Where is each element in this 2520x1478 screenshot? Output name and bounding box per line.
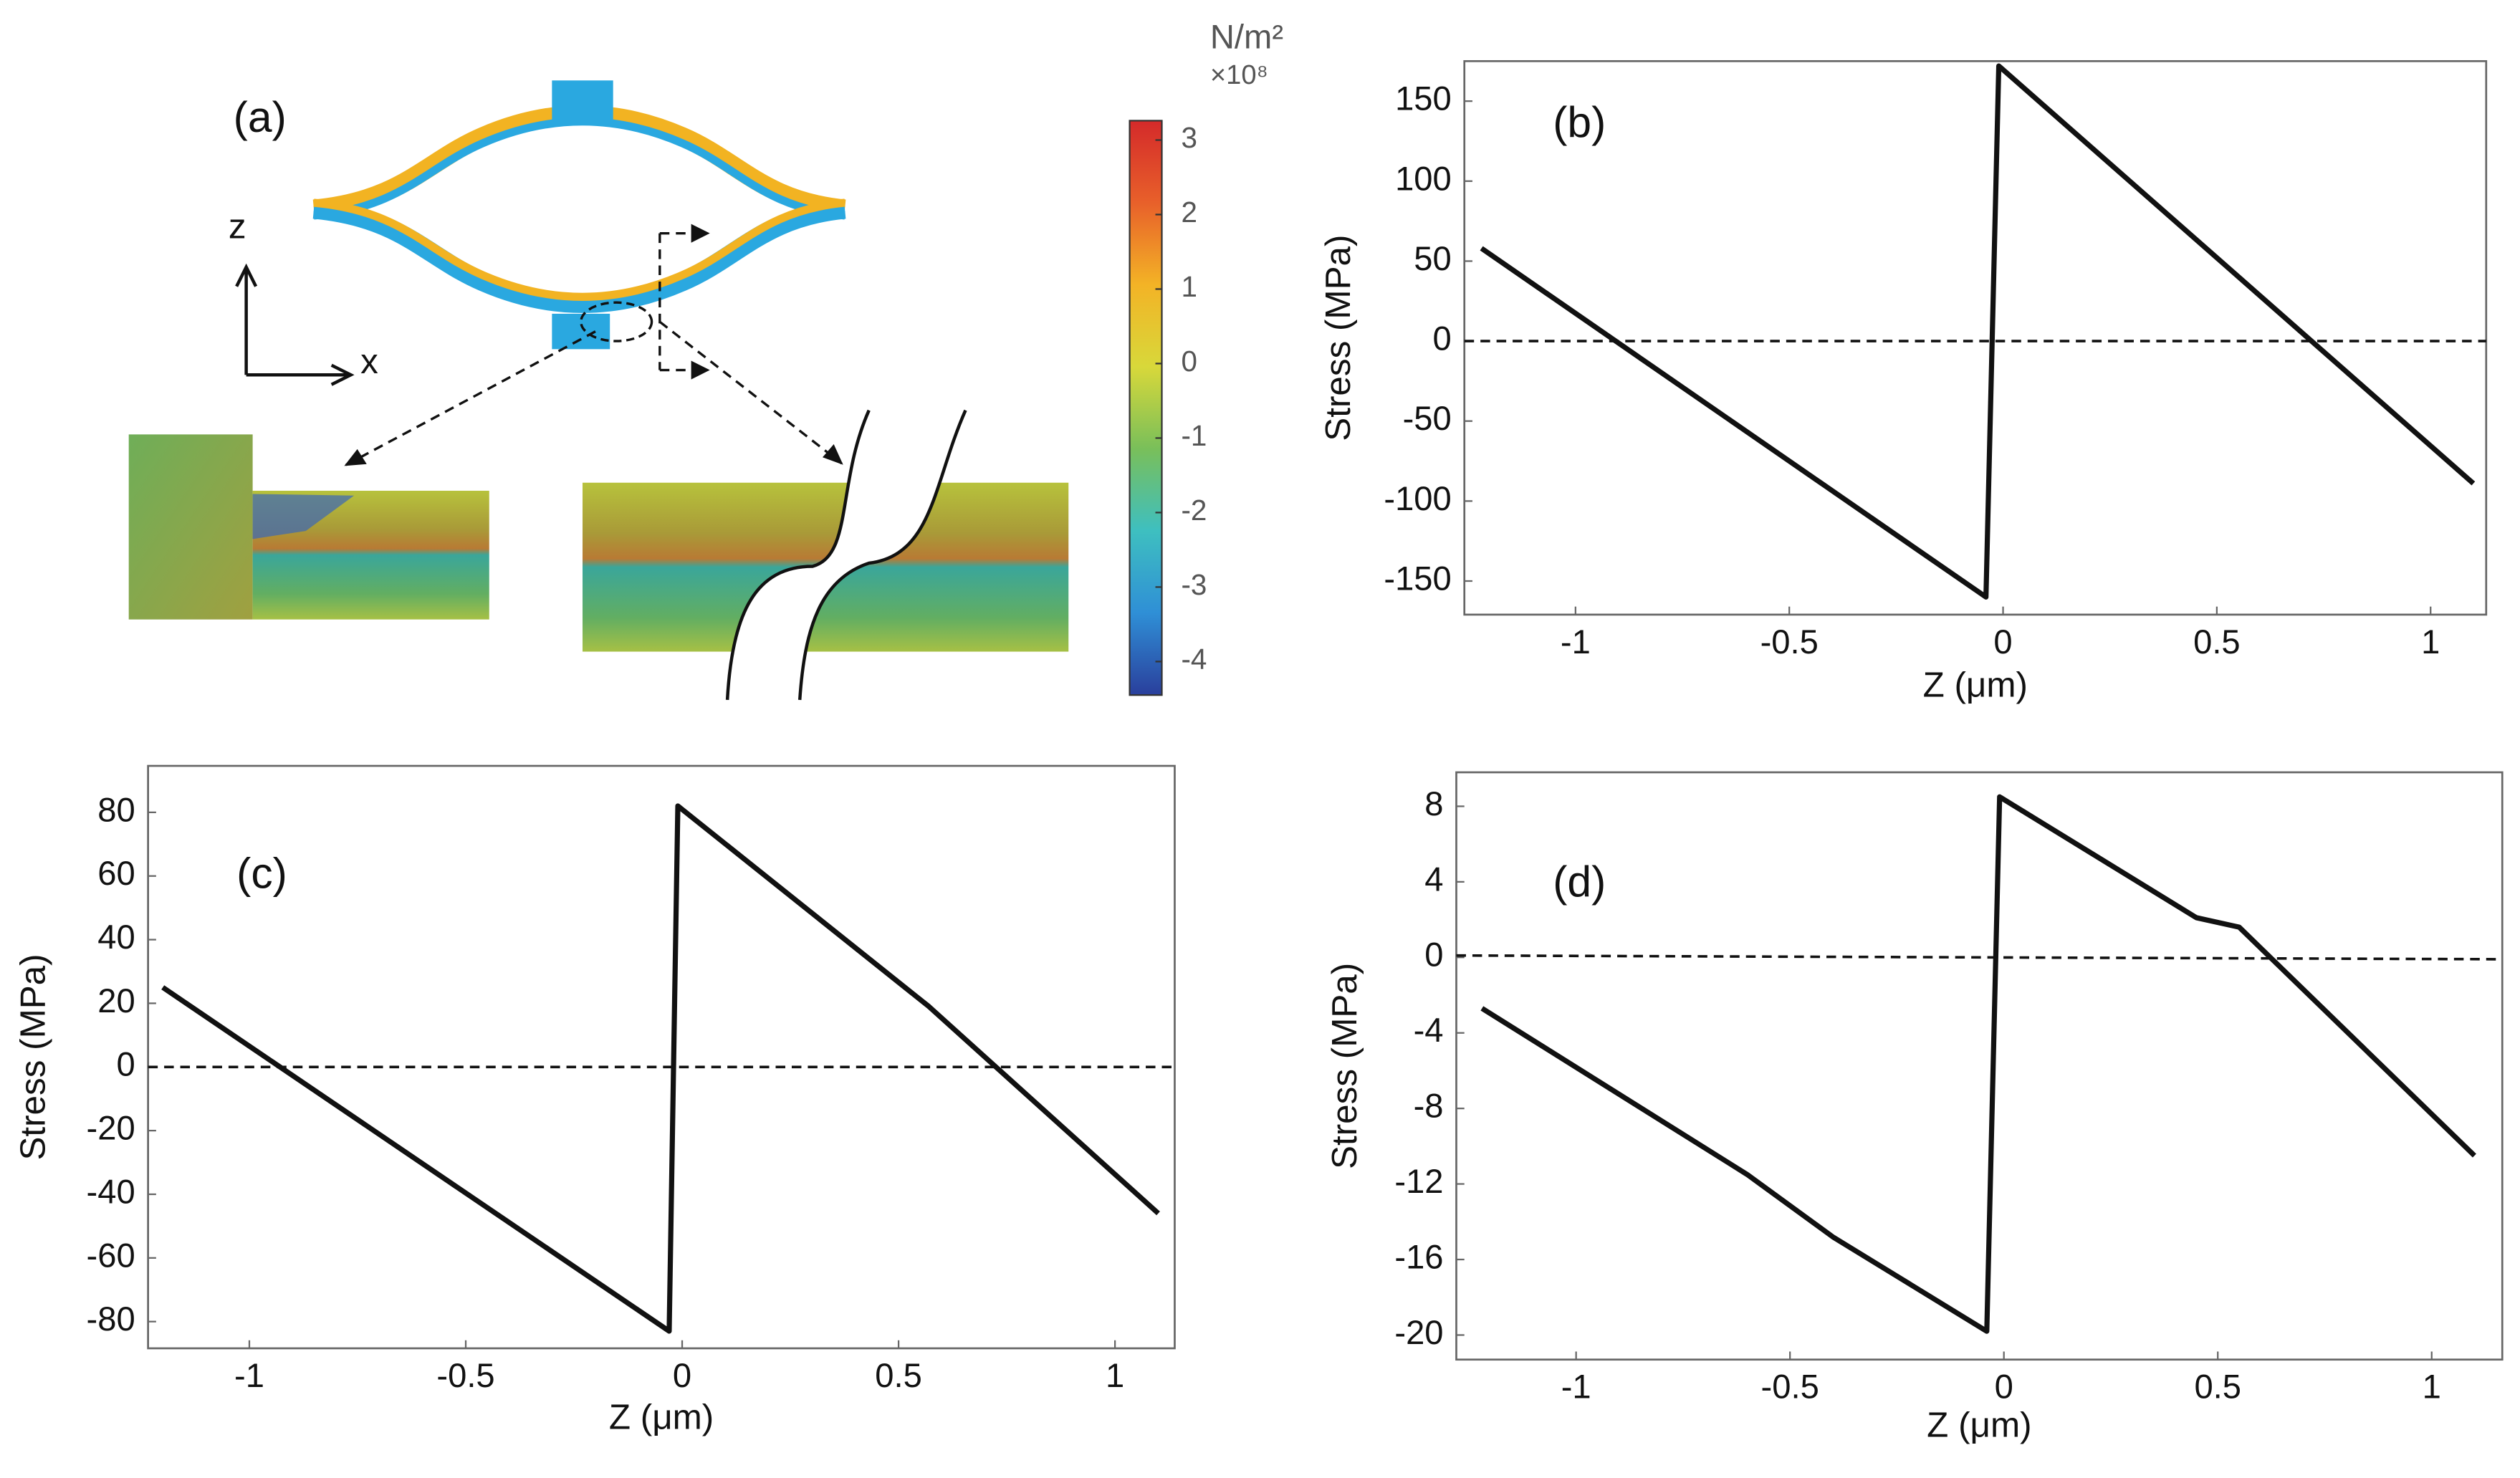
- x-tick-label: -0.5: [436, 1356, 494, 1394]
- y-tick-label: 4: [1424, 860, 1443, 898]
- y-tick-label: -40: [87, 1172, 135, 1210]
- y-tick-label: -20: [87, 1109, 135, 1147]
- axis-letter: x: [360, 342, 378, 381]
- y-tick-label: -80: [87, 1300, 135, 1338]
- x-tick-label: 0: [673, 1356, 691, 1394]
- colorbar-tick-label: 2: [1181, 196, 1197, 229]
- y-tick-label: -50: [1403, 399, 1452, 437]
- x-tick-label: 1: [1106, 1356, 1124, 1394]
- x-tick-label: 1: [2421, 623, 2440, 661]
- panel-label: (a): [234, 92, 287, 141]
- y-tick-label: 0: [116, 1045, 135, 1083]
- y-tick-label: -150: [1384, 559, 1451, 597]
- y-tick-label: -60: [87, 1236, 135, 1274]
- x-tick-label: -0.5: [1761, 1368, 1819, 1406]
- plot-frame: [147, 764, 1176, 1350]
- axis-letter: z: [229, 206, 246, 246]
- y-tick-label: 8: [1424, 784, 1443, 822]
- colorbar-tick-label: -4: [1181, 643, 1207, 676]
- y-axis-label: Stress (MPa): [13, 954, 52, 1160]
- y-tick-label: -20: [1394, 1313, 1443, 1351]
- x-tick-label: -1: [1561, 1368, 1591, 1406]
- y-tick-label: 100: [1395, 159, 1452, 197]
- x-axis-label: Z (μm): [1927, 1406, 2031, 1445]
- colorbar-tick-label: 1: [1181, 270, 1197, 303]
- x-tick-label: 0: [1995, 1368, 2013, 1406]
- x-tick-label: 0: [1993, 623, 2012, 661]
- colorbar-tick-label: 3: [1181, 121, 1197, 154]
- panel-label: (d): [1553, 857, 1606, 906]
- plot-frame: [1463, 59, 2488, 616]
- y-tick-label: -12: [1394, 1162, 1443, 1200]
- y-tick-label: 20: [97, 982, 135, 1019]
- y-axis-label: Stress (MPa): [1325, 963, 1364, 1169]
- y-tick-label: -4: [1414, 1011, 1444, 1049]
- colorbar-unit: N/m²: [1210, 17, 1283, 55]
- x-tick-label: 1: [2423, 1368, 2441, 1406]
- panel-label: (c): [236, 849, 287, 898]
- colorbar-tick-label: 0: [1181, 345, 1197, 378]
- colorbar-multiplier: ×10⁸: [1210, 59, 1268, 90]
- y-tick-label: 40: [97, 918, 135, 956]
- beam-diagram: [128, 80, 1069, 701]
- y-tick-label: 60: [97, 854, 135, 892]
- y-axis-label: Stress (MPa): [1318, 235, 1358, 441]
- colorbar-tick-label: -3: [1181, 568, 1207, 601]
- plot-frame: [1455, 771, 2504, 1361]
- data-line: [1480, 63, 2476, 600]
- y-tick-label: -16: [1394, 1237, 1443, 1275]
- x-tick-label: -1: [234, 1356, 264, 1394]
- y-tick-label: 150: [1395, 80, 1452, 117]
- x-tick-label: 0.5: [2193, 623, 2241, 661]
- y-tick-label: -100: [1384, 479, 1451, 517]
- x-tick-label: 0.5: [2194, 1368, 2241, 1406]
- colorbar: [1129, 120, 1163, 696]
- x-axis-label: Z (μm): [1923, 665, 2028, 704]
- y-tick-label: 50: [1414, 239, 1451, 277]
- y-tick-label: 0: [1433, 320, 1452, 357]
- y-tick-label: -8: [1414, 1087, 1444, 1125]
- data-line: [161, 803, 1160, 1334]
- data-line: [1480, 794, 2476, 1334]
- x-tick-label: 0.5: [875, 1356, 922, 1394]
- colorbar-tick-label: -1: [1181, 419, 1207, 452]
- x-axis-label: Z (μm): [609, 1397, 714, 1436]
- panel-label: (b): [1553, 97, 1606, 146]
- colorbar-tick-label: -2: [1181, 494, 1207, 527]
- y-tick-label: 0: [1424, 936, 1443, 974]
- x-tick-label: -0.5: [1760, 623, 1819, 661]
- y-tick-label: 80: [97, 790, 135, 828]
- reference-line: [1456, 954, 2503, 961]
- x-tick-label: -1: [1561, 623, 1591, 661]
